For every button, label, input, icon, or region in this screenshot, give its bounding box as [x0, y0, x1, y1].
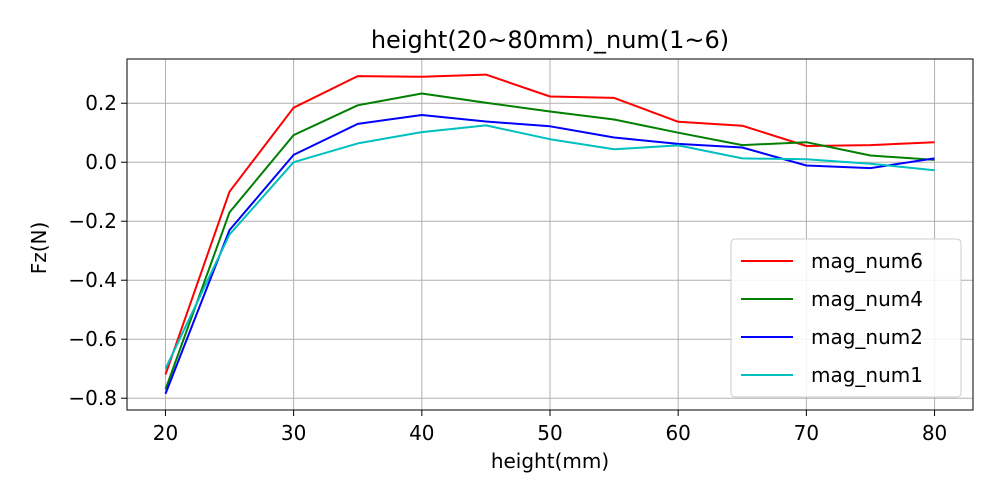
chart-title: height(20~80mm)_num(1~6) — [371, 26, 729, 54]
legend: mag_num6 mag_num4 mag_num2 mag_num1 — [730, 238, 962, 398]
series-line-mag_num2 — [164, 114, 935, 395]
series-line-mag_num4 — [164, 92, 935, 390]
legend-label: mag_num6 — [811, 249, 923, 273]
x-tick-label: 50 — [537, 421, 562, 445]
y-axis-label: Fz(N) — [27, 222, 51, 275]
x-tick-label: 30 — [281, 421, 306, 445]
series-line-mag_num6 — [164, 73, 935, 375]
y-tick-label: −0.8 — [68, 386, 117, 410]
legend-box — [730, 238, 962, 398]
y-axis: −0.8 −0.6 −0.4 −0.2 0.0 0.2 — [68, 91, 127, 410]
x-axis: 20 30 40 50 60 70 80 — [153, 410, 947, 445]
y-tick-label: −0.6 — [68, 327, 117, 351]
legend-label: mag_num1 — [811, 363, 923, 387]
y-tick-label: 0.2 — [85, 91, 117, 115]
x-axis-label: height(mm) — [491, 449, 609, 473]
x-tick-label: 20 — [153, 421, 178, 445]
x-tick-label: 40 — [409, 421, 434, 445]
x-tick-label: 70 — [794, 421, 819, 445]
x-tick-label: 80 — [922, 421, 947, 445]
legend-label: mag_num2 — [811, 325, 923, 349]
x-tick-label: 60 — [665, 421, 690, 445]
y-tick-label: 0.0 — [85, 150, 117, 174]
legend-label: mag_num4 — [811, 287, 923, 311]
series-line-mag_num1 — [164, 124, 935, 370]
series-lines — [164, 73, 935, 395]
y-tick-label: −0.2 — [68, 209, 117, 233]
y-tick-label: −0.4 — [68, 268, 117, 292]
